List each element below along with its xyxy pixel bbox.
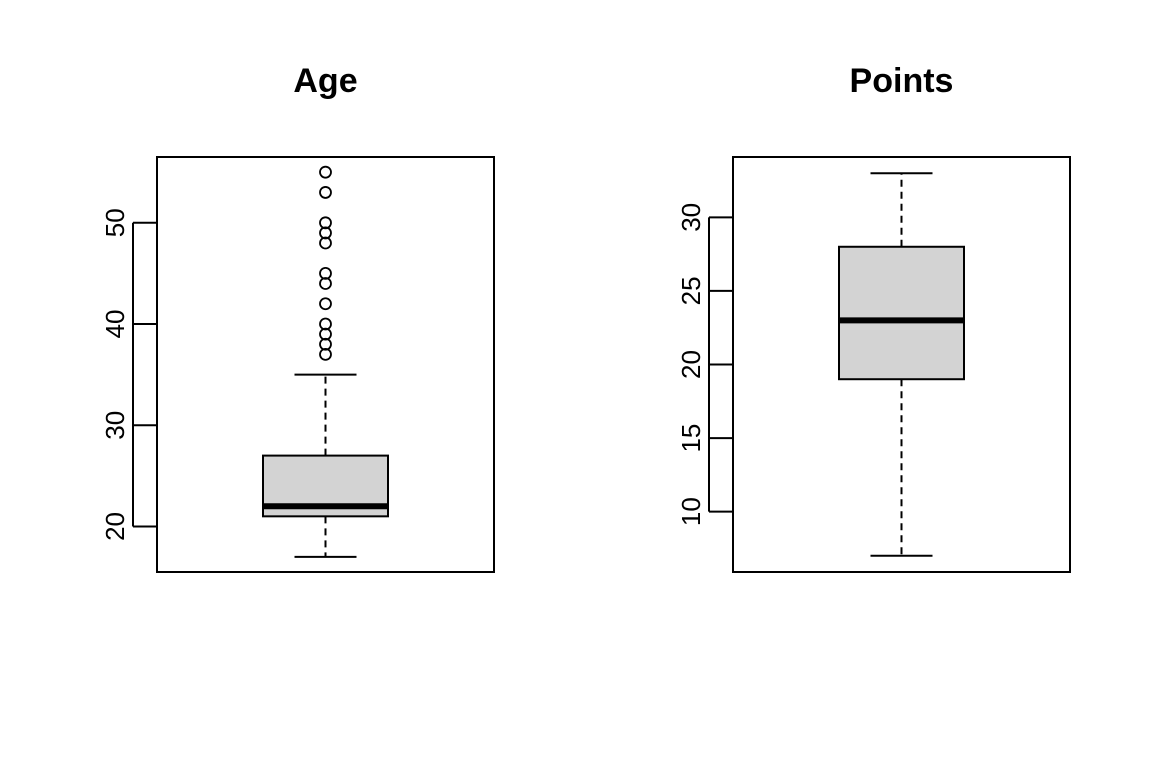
chart-title: Age xyxy=(293,62,357,100)
points-boxplot-panel: Points 10 15 20 25 30 xyxy=(676,62,1071,573)
outlier-point xyxy=(319,297,332,311)
age-boxplot-panel: Age 20 30 40 50 xyxy=(100,62,495,573)
y-tick-label: 30 xyxy=(100,411,130,440)
y-tick-label: 15 xyxy=(676,424,706,453)
chart-title: Points xyxy=(850,62,954,100)
outlier-point xyxy=(319,216,332,230)
y-tick-label: 20 xyxy=(676,350,706,379)
y-tick-label: 10 xyxy=(676,497,706,526)
iqr-box xyxy=(838,245,965,381)
outlier-point xyxy=(319,165,332,179)
y-tick-label: 50 xyxy=(100,208,130,237)
outlier-point xyxy=(319,186,332,199)
outlier-point xyxy=(319,317,332,331)
outlier-point xyxy=(319,267,332,280)
y-tick-label: 40 xyxy=(100,310,130,339)
plot-frame xyxy=(156,156,495,573)
y-tick-label: 30 xyxy=(676,203,706,232)
y-tick-label: 25 xyxy=(676,276,706,305)
y-tick-label: 20 xyxy=(100,512,130,541)
